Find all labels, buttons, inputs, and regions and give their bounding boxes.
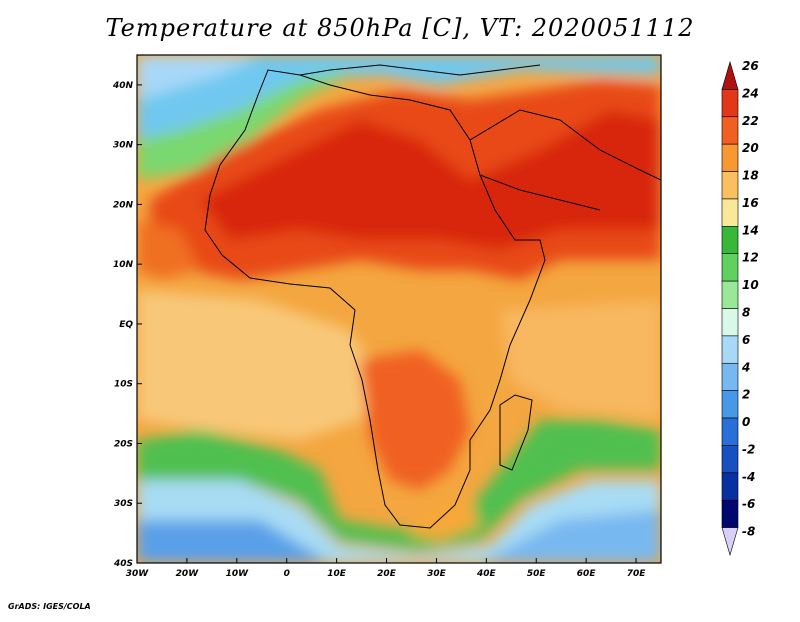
lon-tick-label: 30W [126, 569, 150, 579]
colorbar-swatch [721, 390, 739, 419]
colorbar-label: 20 [742, 141, 759, 155]
lat-tick-label: 20S [114, 439, 133, 449]
lon-tick-label: 40E [476, 569, 497, 579]
temperature-field [137, 55, 661, 563]
colorbar-swatch [721, 143, 739, 172]
lat-tick-label: EQ [119, 320, 133, 330]
lon-tick-label: 30E [427, 569, 447, 579]
colorbar-swatch [721, 417, 739, 446]
colorbar-swatch [721, 362, 739, 391]
colorbar-swatch [721, 171, 739, 200]
lon-tick-label: 10E [327, 569, 347, 579]
latitude-axis: 40S 30S 20S 10S EQ 10N 20N 30N 40N [112, 81, 142, 569]
longitude-axis: 30W 20W 10W 0 10E 20E 30E 40E 50E 60E 70E [126, 558, 646, 579]
colorbar-label: 12 [742, 251, 759, 265]
colorbar-swatch [721, 445, 739, 474]
colorbar-swatch [721, 226, 739, 255]
colorbar-label: 24 [742, 86, 759, 100]
colorbar-swatch [721, 472, 739, 501]
lat-tick-label: 30S [114, 499, 133, 509]
colorbar-swatch [721, 198, 739, 227]
lon-tick-label: 0 [284, 569, 290, 579]
colorbar-label: 14 [742, 223, 759, 237]
credit-text: GrADS: IGES/COLA [8, 602, 91, 611]
map-title: Temperature at 850hPa [C], VT: 202005111… [105, 14, 695, 42]
colorbar-label: 16 [742, 196, 759, 210]
colorbar-label: 10 [742, 278, 759, 292]
colorbar-label: 6 [742, 333, 750, 347]
lon-tick-label: 20W [176, 569, 200, 579]
colorbar-label: -8 [742, 525, 755, 539]
colorbar-swatch [721, 499, 739, 528]
colorbar-swatch [721, 116, 739, 145]
lat-tick-label: 30N [113, 141, 134, 151]
colorbar-swatch [721, 89, 739, 118]
colorbar-label: -6 [742, 497, 755, 511]
colorbar-label: 22 [742, 114, 759, 128]
colorbar-label: 8 [742, 306, 750, 320]
colorbar-swatch [721, 308, 739, 337]
lon-tick-label: 60E [577, 569, 597, 579]
colorbar-label: 4 [741, 360, 750, 374]
lat-tick-label: 20N [113, 200, 134, 210]
colorbar-swatch [721, 253, 739, 282]
colorbar-label: 0 [742, 415, 750, 429]
colorbar-label: -2 [742, 442, 755, 456]
lon-tick-label: 50E [527, 569, 547, 579]
lon-tick-label: 20E [377, 569, 397, 579]
lat-tick-label: 40S [113, 559, 133, 569]
colorbar-swatch [721, 335, 739, 364]
lon-tick-label: 10W [226, 569, 250, 579]
colorbar-swatch [721, 60, 739, 90]
colorbar-label: -4 [742, 470, 755, 484]
colorbar-swatch [721, 527, 739, 557]
colorbar-label: 2 [742, 388, 750, 402]
coastlines [204, 64, 661, 529]
lat-tick-label: 10S [114, 380, 133, 390]
map-frame [136, 54, 662, 564]
lat-tick-label: 10N [113, 260, 134, 270]
colorbar-label: 26 [742, 59, 759, 73]
colorbar-label: 18 [742, 169, 759, 183]
colorbar-swatch [721, 280, 739, 309]
lat-tick-label: 40N [112, 81, 134, 91]
lon-tick-label: 70E [627, 569, 647, 579]
